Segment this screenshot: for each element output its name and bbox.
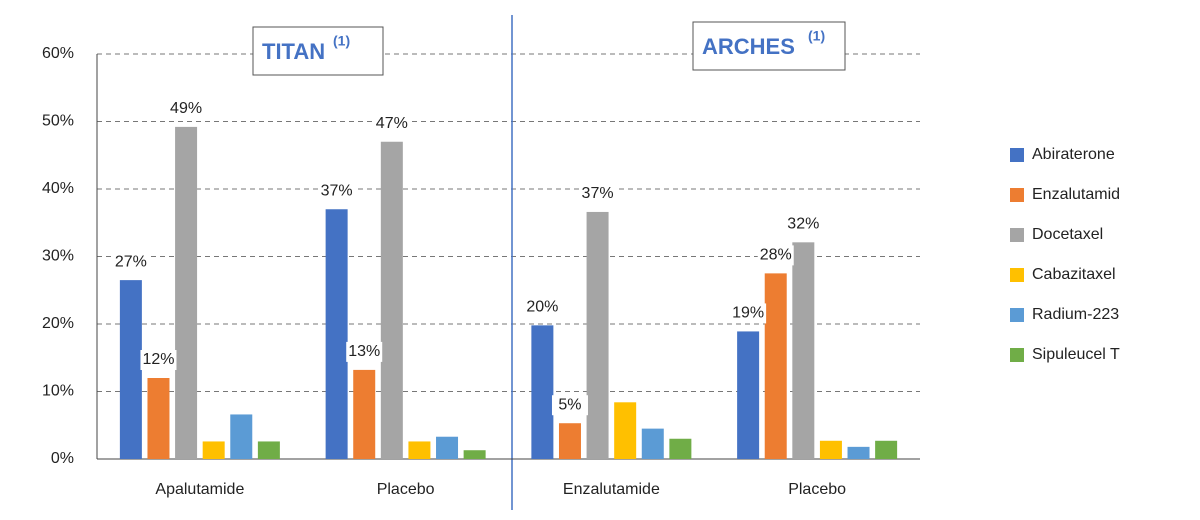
value-label-bg: [579, 183, 616, 204]
value-label: 13%: [348, 343, 380, 360]
legend-swatch: [1010, 348, 1024, 362]
bar: [408, 441, 431, 459]
value-label-bg: [346, 341, 383, 362]
bar: [230, 414, 253, 459]
legend-label: Cabazitaxel: [1032, 266, 1116, 283]
legend-label: Enzalutamid: [1032, 186, 1120, 203]
value-label: 49%: [170, 100, 202, 117]
bar: [175, 126, 198, 460]
group-note: (1): [808, 28, 825, 44]
legend-label: Sipuleucel T: [1032, 346, 1120, 363]
value-label: 32%: [787, 216, 819, 233]
value-label-bg: [524, 297, 561, 318]
value-label: 12%: [142, 351, 174, 368]
value-label-bg: [318, 181, 355, 202]
bar: [353, 369, 376, 459]
value-label: 27%: [115, 253, 147, 270]
bar: [558, 423, 581, 459]
y-tick-label: 0%: [51, 450, 74, 467]
bar: [463, 450, 486, 459]
bar: [669, 438, 692, 459]
value-label-bg: [373, 113, 410, 134]
value-label-bg: [785, 214, 822, 235]
legend-swatch: [1010, 148, 1024, 162]
group-title: TITAN: [262, 39, 325, 64]
bar: [119, 280, 142, 459]
value-label: 47%: [376, 115, 408, 132]
legend-swatch: [1010, 308, 1024, 322]
legend-label: Abiraterone: [1032, 146, 1115, 163]
legend-label: Docetaxel: [1032, 226, 1103, 243]
bar: [614, 402, 637, 459]
bar: [792, 242, 815, 459]
x-tick-label: Enzalutamide: [563, 481, 660, 498]
group-box: [252, 26, 384, 76]
y-tick-label: 10%: [42, 383, 74, 400]
group-title: ARCHES: [702, 34, 795, 59]
y-tick-label: 50%: [42, 113, 74, 130]
bar: [875, 440, 898, 459]
x-tick-label: Placebo: [377, 481, 435, 498]
group-note: (1): [333, 33, 350, 49]
y-tick-label: 20%: [42, 315, 74, 332]
bar: [819, 440, 842, 459]
value-label: 19%: [732, 305, 764, 322]
value-label-bg: [730, 303, 767, 324]
bar: [586, 211, 609, 459]
legend-swatch: [1010, 188, 1024, 202]
value-label: 5%: [558, 396, 581, 413]
y-tick-label: 60%: [42, 45, 74, 62]
bar: [147, 378, 170, 459]
value-label-bg: [168, 98, 205, 119]
y-tick-label: 30%: [42, 248, 74, 265]
y-tick-label: 40%: [42, 180, 74, 197]
legend-swatch: [1010, 268, 1024, 282]
bar: [764, 273, 787, 459]
legend-label: Radium-223: [1032, 306, 1119, 323]
legend-swatch: [1010, 228, 1024, 242]
value-label: 28%: [760, 247, 792, 264]
x-tick-label: Placebo: [788, 481, 846, 498]
bar: [531, 325, 554, 459]
bar: [641, 428, 664, 459]
x-tick-label: Apalutamide: [155, 481, 244, 498]
value-label-bg: [757, 245, 794, 266]
bar: [257, 441, 280, 459]
value-label: 37%: [321, 182, 353, 199]
value-label: 37%: [582, 185, 614, 202]
value-label: 20%: [526, 299, 558, 316]
value-label-bg: [551, 395, 588, 416]
value-label-bg: [140, 350, 177, 370]
bar: [847, 446, 870, 459]
value-label-bg: [112, 252, 149, 273]
group-box: [692, 21, 846, 71]
bar: [325, 209, 348, 459]
bar: [436, 436, 459, 459]
bar: [737, 331, 760, 459]
bar: [380, 141, 403, 459]
bar: [202, 441, 225, 459]
